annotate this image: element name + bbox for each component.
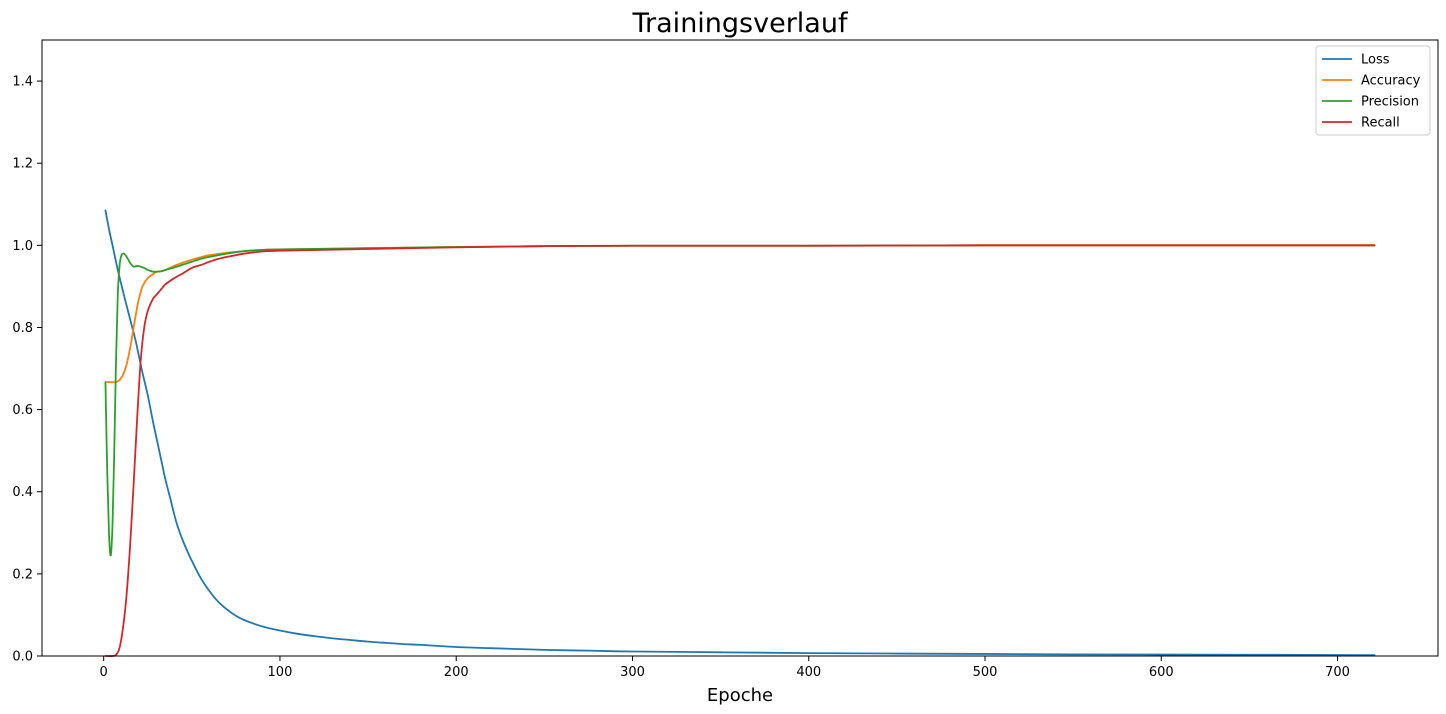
legend-label-recall: Recall — [1361, 116, 1400, 131]
chart-title: Trainingsverlauf — [632, 8, 849, 39]
y-tick-label: 1.2 — [12, 157, 33, 172]
plot-frame — [41, 39, 1439, 657]
legend-frame — [1315, 45, 1431, 136]
x-tick-label: 200 — [444, 665, 469, 680]
series-layer — [104, 209, 1376, 657]
x-axis-ticks: 0 100 200 300 400 500 600 700 — [100, 656, 1350, 680]
x-tick-label: 700 — [1325, 665, 1350, 680]
y-axis-ticks: 0.0 0.2 0.4 0.6 0.8 1.0 1.2 1.4 — [12, 75, 42, 665]
legend-entries: Loss Accuracy Precision Recall — [1322, 53, 1421, 131]
x-tick-label: 0 — [100, 665, 108, 680]
y-tick-label: 0.6 — [12, 403, 33, 418]
x-tick-label: 300 — [620, 665, 645, 680]
y-tick-label: 0.2 — [12, 567, 33, 582]
legend-label-loss: Loss — [1361, 53, 1390, 68]
x-tick-label: 400 — [796, 665, 821, 680]
y-tick-label: 0.8 — [12, 321, 33, 336]
x-tick-label: 100 — [268, 665, 293, 680]
legend-label-precision: Precision — [1361, 95, 1419, 110]
x-tick-label: 600 — [1149, 665, 1174, 680]
y-tick-label: 0.0 — [12, 650, 33, 665]
y-tick-label: 0.4 — [12, 485, 33, 500]
y-tick-label: 1.4 — [12, 75, 33, 90]
legend: Loss Accuracy Precision Recall — [1315, 45, 1431, 136]
x-tick-label: 500 — [973, 665, 998, 680]
series-line-recall — [104, 244, 1376, 657]
legend-label-accuracy: Accuracy — [1361, 74, 1421, 89]
x-axis-title: Epoche — [707, 685, 773, 706]
y-tick-label: 1.0 — [12, 239, 33, 254]
